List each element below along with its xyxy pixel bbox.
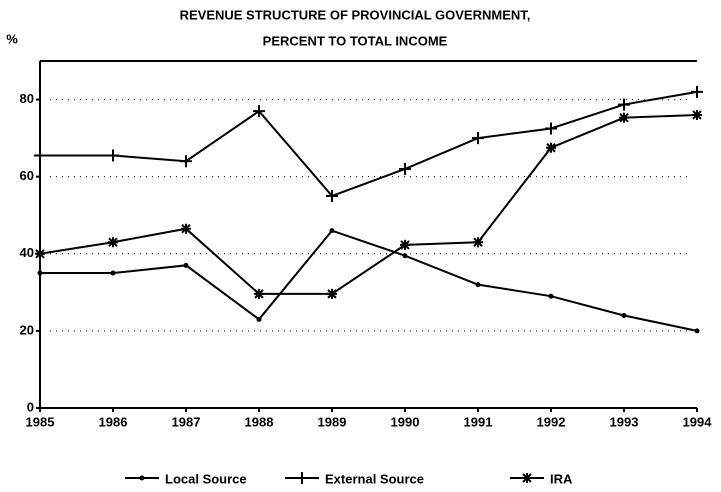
- chart-title: PERCENT TO TOTAL INCOME: [263, 33, 448, 48]
- y-tick-label: 60: [20, 168, 34, 183]
- marker: [327, 288, 337, 299]
- marker: [326, 189, 338, 202]
- marker: [691, 85, 703, 98]
- series-line: [40, 229, 698, 332]
- y-tick-label: 0: [27, 399, 34, 414]
- y-tick-label: 20: [20, 322, 34, 337]
- marker: [139, 475, 145, 481]
- marker: [35, 248, 45, 259]
- marker: [329, 228, 335, 234]
- y-tick-label: 80: [20, 91, 34, 106]
- x-tick-label: 1985: [26, 414, 55, 429]
- marker: [522, 473, 532, 483]
- marker: [545, 122, 557, 135]
- marker: [402, 253, 408, 259]
- marker: [548, 293, 554, 299]
- y-tick-label: 40: [20, 245, 34, 260]
- marker: [180, 155, 192, 168]
- series-line: [39, 113, 698, 295]
- marker: [296, 472, 308, 484]
- marker: [256, 316, 262, 322]
- marker: [183, 262, 189, 268]
- series-line: [40, 90, 698, 198]
- marker: [254, 288, 264, 299]
- marker: [475, 282, 481, 288]
- x-tick-label: 1986: [99, 414, 128, 429]
- legend-label: Local Source: [165, 471, 247, 486]
- x-tick-label: 1987: [172, 414, 201, 429]
- x-tick-label: 1994: [683, 414, 713, 429]
- marker: [253, 105, 265, 118]
- x-tick-label: 1992: [537, 414, 566, 429]
- marker: [110, 270, 116, 276]
- marker: [34, 149, 46, 162]
- marker: [621, 312, 627, 318]
- x-tick-label: 1988: [245, 414, 274, 429]
- x-tick-label: 1989: [318, 414, 347, 429]
- marker: [692, 109, 702, 120]
- marker: [400, 239, 410, 250]
- marker: [619, 112, 629, 123]
- marker: [546, 142, 556, 153]
- y-axis-label: %: [6, 31, 18, 46]
- marker: [694, 328, 700, 334]
- marker: [181, 223, 191, 234]
- marker: [399, 162, 411, 175]
- legend-label: External Source: [325, 471, 424, 486]
- chart-title: REVENUE STRUCTURE OF PROVINCIAL GOVERNME…: [180, 7, 531, 22]
- marker: [618, 98, 630, 111]
- marker: [473, 237, 483, 248]
- legend-label: IRA: [550, 471, 573, 486]
- x-tick-label: 1991: [464, 414, 493, 429]
- marker: [108, 237, 118, 248]
- x-tick-label: 1993: [610, 414, 639, 429]
- x-tick-label: 1990: [391, 414, 420, 429]
- marker: [37, 270, 43, 276]
- marker: [107, 149, 119, 162]
- marker: [472, 132, 484, 145]
